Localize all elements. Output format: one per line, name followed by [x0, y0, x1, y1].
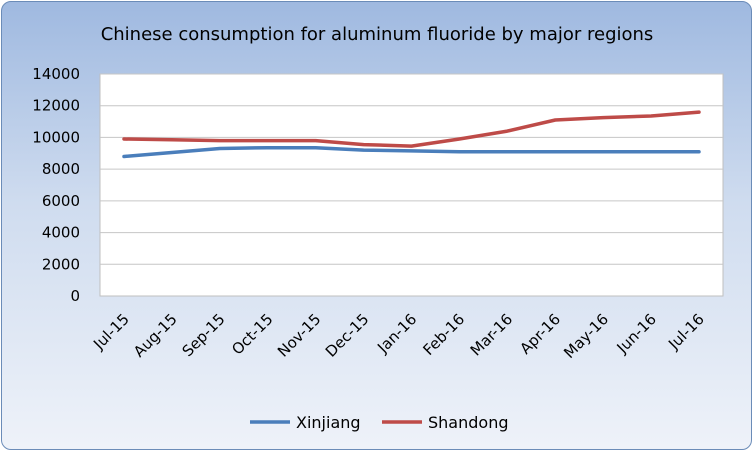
x-tick-label: Apr-16 [516, 310, 564, 358]
x-tick-label: Feb-16 [419, 310, 468, 359]
legend-label-xinjiang: Xinjiang [296, 413, 361, 432]
x-tick-label: Jul-16 [664, 310, 708, 354]
x-tick-label: May-16 [560, 310, 612, 362]
y-tick-label: 12000 [32, 97, 80, 115]
y-tick-label: 0 [70, 287, 80, 305]
x-tick-label: Oct-15 [228, 310, 276, 358]
y-tick-label: 6000 [42, 192, 80, 210]
x-tick-label: Jun-16 [613, 310, 660, 357]
x-tick-label: Sep-15 [179, 310, 229, 360]
y-tick-label: 4000 [42, 224, 80, 242]
y-tick-label: 2000 [42, 255, 80, 273]
y-tick-label: 10000 [32, 128, 80, 146]
y-axis-ticks: 0 2000 4000 6000 8000 10000 12000 14000 [32, 65, 80, 305]
x-tick-label: Aug-15 [130, 310, 181, 361]
plot-area [99, 73, 724, 297]
x-tick-label: Mar-16 [467, 310, 516, 359]
chart-title: Chinese consumption for aluminum fluorid… [101, 24, 654, 45]
x-tick-label: Nov-15 [274, 310, 324, 360]
x-tick-label: Dec-15 [322, 310, 373, 361]
legend: Xinjiang Shandong [250, 413, 508, 432]
x-tick-label: Jul-15 [89, 310, 133, 354]
legend-label-shandong: Shandong [428, 413, 508, 432]
y-tick-label: 8000 [42, 160, 80, 178]
x-tick-label: Jan-16 [373, 310, 420, 357]
series-layer [122, 110, 701, 159]
y-tick-label: 14000 [32, 65, 80, 83]
grid-layer [100, 73, 723, 265]
